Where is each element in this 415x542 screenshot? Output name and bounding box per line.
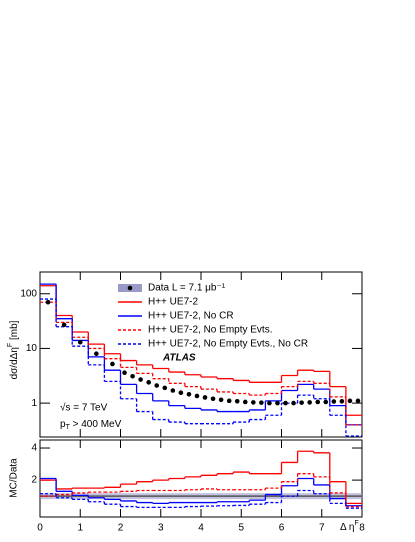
data-point bbox=[283, 400, 288, 406]
data-point bbox=[122, 370, 127, 375]
data-point bbox=[275, 400, 280, 406]
y-tick-label: 2 bbox=[31, 475, 37, 486]
data-point bbox=[307, 400, 312, 405]
energy-label: √s = 7 TeV bbox=[60, 402, 108, 414]
data-point bbox=[154, 383, 160, 388]
legend-label: H++ UE7-2, No Empty Evts. bbox=[148, 325, 273, 336]
y-tick-label: 4 bbox=[31, 443, 37, 454]
data-point bbox=[146, 380, 151, 385]
x-tick-label: 2 bbox=[118, 523, 124, 534]
x-tick-label: 5 bbox=[238, 523, 244, 534]
data-point bbox=[226, 398, 232, 404]
y-label-main: dσ/dΔη bbox=[9, 347, 20, 379]
x-tick-label: 1 bbox=[77, 523, 83, 534]
x-tick-label: 4 bbox=[198, 523, 204, 534]
cut-p: p bbox=[60, 419, 66, 430]
cut-label: pT > 400 MeV bbox=[60, 419, 122, 431]
data-point bbox=[323, 399, 329, 405]
data-point bbox=[178, 390, 184, 396]
data-point bbox=[267, 400, 272, 406]
data-point bbox=[45, 299, 51, 305]
data-point bbox=[355, 398, 361, 404]
legend-dot bbox=[127, 285, 133, 291]
x-label-main: Δ η bbox=[340, 522, 354, 533]
data-point bbox=[331, 399, 337, 404]
legend-label: H++ UE7-2, No CR bbox=[148, 311, 234, 322]
data-point bbox=[94, 351, 99, 357]
data-point bbox=[315, 399, 321, 405]
x-tick-label: 8 bbox=[359, 523, 365, 534]
data-point bbox=[242, 399, 248, 405]
legend-label: H++ UE7-2 bbox=[148, 297, 198, 308]
data-point bbox=[251, 400, 256, 405]
legend-label: Data L = 7.1 μb⁻¹ bbox=[148, 283, 226, 294]
y-tick-label: 100 bbox=[20, 288, 37, 299]
x-axis-label: Δ ηF bbox=[340, 520, 359, 533]
y-tick-label: 1 bbox=[31, 398, 37, 409]
data-point bbox=[218, 397, 224, 403]
data-point bbox=[186, 391, 192, 397]
data-point bbox=[339, 398, 345, 404]
x-tick-label: 7 bbox=[319, 523, 325, 534]
data-point bbox=[202, 395, 208, 400]
y-label-unit: [mb] bbox=[9, 320, 20, 340]
y-tick-label: 10 bbox=[26, 343, 38, 354]
atlas-label: ATLAS bbox=[162, 353, 196, 364]
data-point bbox=[210, 396, 216, 402]
x-label-sup: F bbox=[354, 520, 358, 527]
data-point bbox=[347, 398, 353, 404]
data-point bbox=[77, 339, 83, 345]
x-tick-label: 6 bbox=[279, 523, 285, 534]
y-axis-label: dσ/dΔηF [mb] bbox=[7, 320, 20, 379]
ratio-y-label: MC/Data bbox=[9, 458, 20, 498]
x-tick-label: 0 bbox=[37, 523, 43, 534]
data-point bbox=[110, 361, 115, 367]
data-point bbox=[138, 377, 143, 382]
data-point bbox=[170, 388, 176, 393]
data-point bbox=[194, 393, 200, 399]
data-point bbox=[299, 400, 304, 405]
data-point bbox=[130, 373, 135, 379]
data-point bbox=[162, 385, 168, 391]
data-point bbox=[234, 398, 240, 404]
cut-rest: > 400 MeV bbox=[70, 419, 122, 430]
cut-sub: T bbox=[66, 424, 71, 431]
x-tick-label: 3 bbox=[158, 523, 164, 534]
data-point bbox=[291, 400, 296, 406]
data-point bbox=[259, 400, 264, 405]
y-label-sup: F bbox=[7, 343, 14, 347]
data-point bbox=[61, 322, 67, 328]
legend-label: H++ UE7-2, No Empty Evts., No CR bbox=[148, 339, 308, 350]
